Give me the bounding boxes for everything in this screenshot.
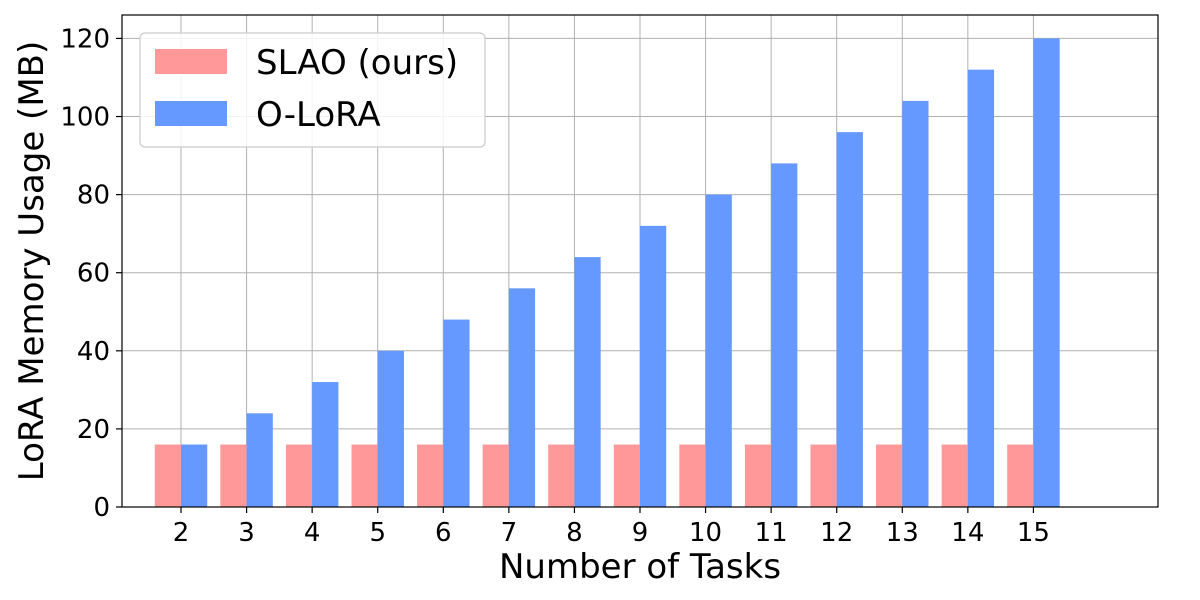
bar-olora [246,413,273,507]
x-axis-label: Number of Tasks [499,547,781,587]
x-tick-label: 5 [369,518,386,548]
y-tick-label: 20 [77,415,110,445]
bar-slao [285,444,313,507]
x-tick-label: 10 [689,518,722,548]
x-tick-label: 11 [755,518,788,548]
bar-olora [574,257,601,507]
x-tick-label: 4 [304,518,321,548]
bar-slao [482,444,509,507]
x-tick-label: 15 [1017,518,1050,548]
x-tick-label: 9 [632,518,649,548]
y-axis-label: LoRA Memory Usage (MB) [12,41,52,481]
x-tick-label: 8 [566,518,583,548]
bar-slao [417,444,444,507]
bar-olora [902,100,929,508]
x-tick-label: 14 [951,518,984,548]
y-tick-label: 80 [77,181,110,211]
bar-slao [220,444,247,507]
x-tick-label: 2 [173,518,190,548]
bar-slao [154,444,182,507]
bar-olora [312,382,339,507]
legend: SLAO (ours) O-LoRA [139,32,486,148]
bar-olora [181,444,208,507]
bar-slao [744,444,772,507]
bar-olora [967,69,995,508]
legend-swatch-slao [155,49,227,74]
bars [154,38,1060,508]
bar-olora [705,194,732,507]
bar-slao [548,444,575,507]
y-tick-label: 0 [93,493,110,523]
x-tick-label: 6 [435,518,452,548]
bar-olora [640,225,667,507]
legend-swatch-olora [155,101,227,126]
y-tick-label: 40 [77,337,110,367]
bar-olora [377,350,404,507]
bar-slao [679,444,706,507]
bar-slao [1007,444,1034,507]
bar-slao [810,444,837,507]
bar-slao [613,444,640,507]
axis-ticks: 0 20 40 60 80 100 120 2 3 4 5 6 7 8 9 10 11 12 13 14 15 [60,24,1050,548]
bar-olora [443,319,470,507]
y-tick-label: 100 [60,103,110,133]
bar-olora [771,163,798,507]
bar-olora [508,288,536,507]
legend-label-slao: SLAO (ours) [256,43,458,83]
y-tick-label: 60 [77,259,110,289]
y-tick-label: 120 [60,24,110,54]
x-tick-label: 3 [238,518,255,548]
x-tick-label: 12 [820,518,853,548]
bar-slao [876,444,903,507]
bar-olora [836,132,863,507]
bar-slao [941,444,968,507]
bar-olora [1033,38,1060,508]
x-tick-label: 7 [501,518,518,548]
bar-slao [351,444,378,507]
x-tick-label: 13 [886,518,919,548]
legend-label-olora: O-LoRA [256,95,381,135]
